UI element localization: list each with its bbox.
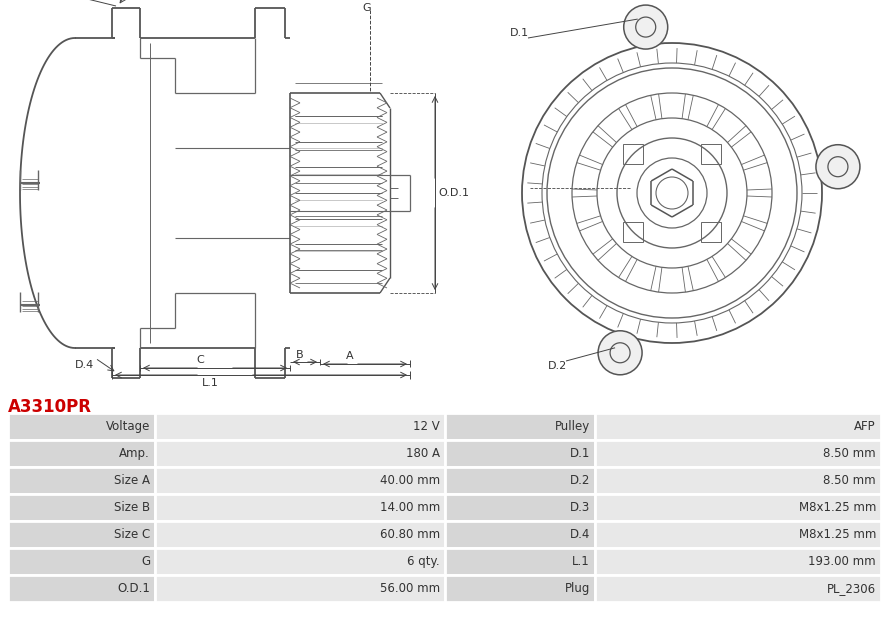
Bar <box>445 440 595 467</box>
Bar <box>155 440 445 467</box>
Text: 8.50 mm: 8.50 mm <box>823 474 876 487</box>
Circle shape <box>816 145 860 189</box>
Bar <box>595 494 881 521</box>
Text: G: G <box>140 555 150 568</box>
Text: M8x1.25 mm: M8x1.25 mm <box>798 528 876 541</box>
Bar <box>595 521 881 548</box>
Text: Size B: Size B <box>114 501 150 514</box>
Text: AFP: AFP <box>854 420 876 433</box>
Bar <box>595 413 881 440</box>
Text: Size A: Size A <box>114 474 150 487</box>
Bar <box>445 494 595 521</box>
Text: C: C <box>196 355 204 365</box>
Bar <box>701 222 721 242</box>
Text: D.1: D.1 <box>510 28 529 38</box>
Text: 180 A: 180 A <box>406 447 440 460</box>
Text: D.1: D.1 <box>570 447 590 460</box>
Text: A: A <box>346 351 354 361</box>
Bar <box>445 467 595 494</box>
Bar <box>8 494 155 521</box>
Text: L.1: L.1 <box>573 555 590 568</box>
Bar <box>595 548 881 575</box>
Bar <box>155 467 445 494</box>
Text: O.D.1: O.D.1 <box>438 188 469 198</box>
Bar <box>595 440 881 467</box>
Text: Size C: Size C <box>114 528 150 541</box>
Text: L.1: L.1 <box>202 378 219 388</box>
Bar <box>623 144 643 164</box>
Text: 40.00 mm: 40.00 mm <box>380 474 440 487</box>
Text: 56.00 mm: 56.00 mm <box>380 582 440 595</box>
Text: 193.00 mm: 193.00 mm <box>808 555 876 568</box>
Bar <box>623 222 643 242</box>
Text: D.2: D.2 <box>548 361 567 371</box>
Text: 8.50 mm: 8.50 mm <box>823 447 876 460</box>
Bar <box>8 521 155 548</box>
Text: 6 qty.: 6 qty. <box>407 555 440 568</box>
Bar <box>595 575 881 602</box>
Bar <box>155 548 445 575</box>
Text: 14.00 mm: 14.00 mm <box>380 501 440 514</box>
Text: A3310PR: A3310PR <box>8 398 92 416</box>
Bar <box>701 144 721 164</box>
Text: 60.80 mm: 60.80 mm <box>380 528 440 541</box>
Bar <box>445 575 595 602</box>
Text: O.D.1: O.D.1 <box>117 582 150 595</box>
Bar <box>595 467 881 494</box>
Text: PL_2306: PL_2306 <box>827 582 876 595</box>
Bar <box>155 575 445 602</box>
Text: 12 V: 12 V <box>413 420 440 433</box>
Bar <box>155 521 445 548</box>
Bar <box>155 413 445 440</box>
Bar <box>155 494 445 521</box>
Text: D.4: D.4 <box>75 360 94 370</box>
Bar <box>445 548 595 575</box>
Bar <box>445 413 595 440</box>
Bar <box>8 548 155 575</box>
Text: D.3: D.3 <box>570 501 590 514</box>
Bar <box>8 413 155 440</box>
Text: Plug: Plug <box>565 582 590 595</box>
Text: B: B <box>296 350 304 360</box>
Text: Pulley: Pulley <box>555 420 590 433</box>
Text: D.4: D.4 <box>570 528 590 541</box>
Bar <box>445 521 595 548</box>
Text: G: G <box>363 3 372 13</box>
Text: D.2: D.2 <box>570 474 590 487</box>
Bar <box>8 575 155 602</box>
Bar <box>8 467 155 494</box>
Bar <box>8 440 155 467</box>
Circle shape <box>598 331 642 375</box>
Circle shape <box>624 5 668 49</box>
Text: M8x1.25 mm: M8x1.25 mm <box>798 501 876 514</box>
Text: Voltage: Voltage <box>106 420 150 433</box>
Text: Amp.: Amp. <box>119 447 150 460</box>
